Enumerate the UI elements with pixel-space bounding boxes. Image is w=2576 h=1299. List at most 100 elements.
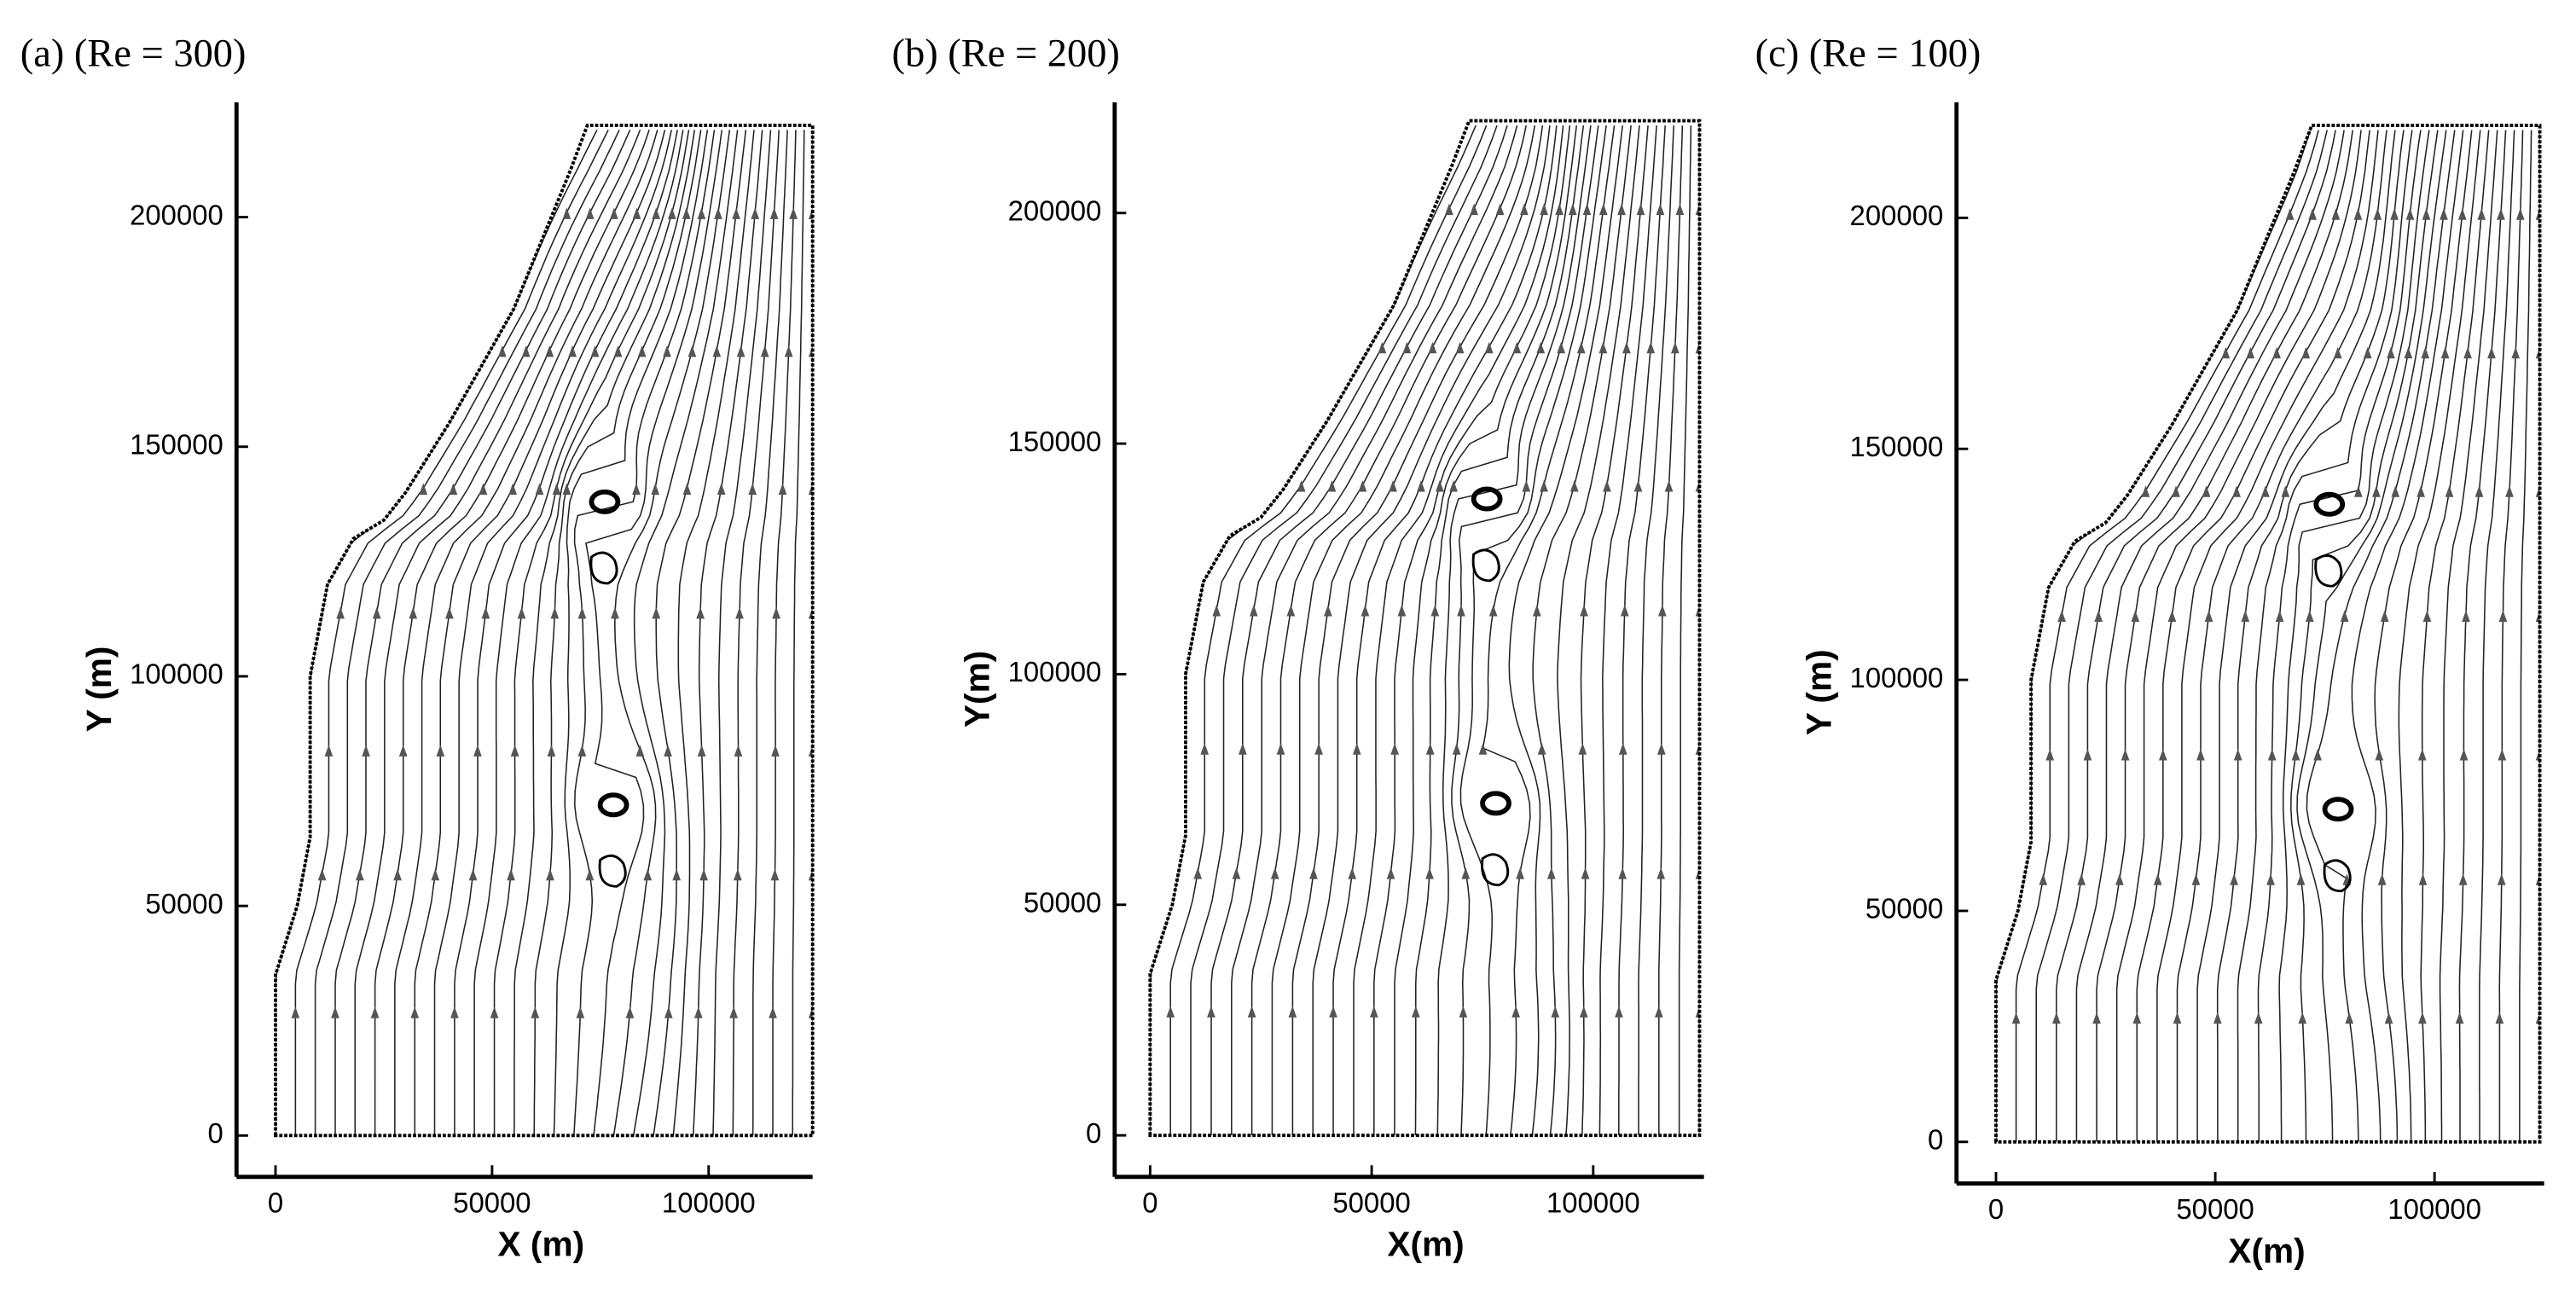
flow-arrow — [2121, 748, 2130, 761]
flow-arrow — [2495, 1012, 2504, 1024]
streamline — [473, 130, 684, 1136]
flow-arrow — [2221, 346, 2231, 359]
flow-arrow — [2422, 610, 2432, 622]
streamline — [2237, 130, 2413, 1142]
flow-arrow — [637, 345, 647, 357]
streamline — [2257, 130, 2422, 1142]
flow-arrow — [1695, 1006, 1700, 1018]
domain-outline — [274, 123, 815, 1138]
flow-arrow — [2331, 208, 2341, 220]
y-axis-label: Y (m) — [1800, 649, 1839, 735]
flow-arrow — [1695, 743, 1700, 755]
flow-arrow — [748, 483, 757, 495]
flow-arrow — [2463, 346, 2472, 359]
streamline — [314, 129, 620, 1136]
streamline — [2196, 130, 2396, 1142]
flow-arrow — [668, 207, 676, 219]
flow-arrow — [2497, 873, 2506, 885]
flow-arrow — [2498, 610, 2508, 622]
flow-arrow — [2052, 1012, 2061, 1024]
flow-arrow — [1579, 1006, 1588, 1018]
flow-arrow — [697, 207, 706, 219]
flow-arrow — [2404, 346, 2413, 359]
eddy — [589, 489, 621, 514]
streamline — [632, 130, 739, 1136]
flow-arrow — [1546, 867, 1556, 879]
flow-arrow — [778, 483, 787, 495]
flow-arrow — [1425, 743, 1435, 755]
domain-outline — [1148, 119, 1702, 1138]
flow-arrow — [1417, 479, 1425, 492]
flow-arrow — [663, 345, 671, 357]
flow-arrow — [1695, 341, 1700, 354]
streamline — [792, 130, 805, 1136]
flow-arrow — [1327, 479, 1337, 492]
flow-arrow — [735, 606, 744, 619]
flow-arrow — [1370, 1006, 1378, 1018]
streamline — [2306, 130, 2456, 1142]
streamline — [692, 130, 763, 1136]
flow-arrow — [1540, 479, 1548, 492]
streamline — [2216, 130, 2405, 1142]
streamline — [454, 130, 678, 1136]
flow-arrow — [688, 345, 697, 357]
flow-arrow — [1618, 867, 1627, 879]
streamline — [394, 130, 659, 1136]
flow-arrow — [682, 207, 691, 219]
flow-arrow — [479, 483, 488, 495]
flow-arrow — [1622, 341, 1631, 354]
flow-arrow — [1598, 203, 1608, 216]
flow-arrow — [610, 207, 618, 219]
flow-arrow — [1378, 341, 1387, 354]
streamline — [1598, 125, 1657, 1136]
flow-arrow — [1430, 604, 1440, 617]
flow-arrow — [1193, 867, 1203, 879]
flow-arrow — [449, 483, 458, 495]
flow-arrow — [1675, 203, 1685, 216]
streamline — [2115, 130, 2362, 1142]
flow-arrow — [2421, 346, 2430, 359]
streamline — [513, 130, 696, 1136]
flow-arrow — [2233, 748, 2242, 761]
flow-arrow — [1620, 604, 1629, 617]
flow-arrow — [2422, 208, 2431, 220]
flow-arrow — [808, 207, 813, 219]
flow-arrow — [1536, 341, 1546, 354]
flow-arrow — [1324, 604, 1332, 617]
flow-arrow — [562, 483, 571, 495]
island — [2323, 859, 2352, 893]
flow-arrow — [1633, 479, 1643, 492]
flow-field — [1996, 130, 2540, 1142]
flow-arrow — [1425, 867, 1434, 879]
flow-arrow — [2045, 748, 2055, 761]
flow-arrow — [2094, 610, 2103, 622]
streamline — [2458, 130, 2507, 1142]
streamline — [275, 129, 598, 1136]
flow-arrow — [697, 745, 706, 757]
flow-arrow — [2267, 748, 2277, 761]
flow-arrow — [521, 345, 531, 357]
flow-arrow — [1286, 604, 1296, 617]
streamline — [1190, 125, 1498, 1136]
flow-arrow — [652, 606, 661, 619]
streamline — [294, 129, 609, 1136]
flow-arrow — [1551, 1006, 1560, 1018]
flow-arrow — [1249, 604, 1258, 617]
flow-arrow — [545, 345, 554, 357]
flow-arrow — [2416, 485, 2425, 497]
streamline — [1557, 125, 1640, 1136]
streamline — [2296, 130, 2447, 1142]
flow-arrow — [362, 745, 370, 757]
flow-arrow — [1603, 479, 1611, 492]
flow-arrow — [2202, 485, 2211, 497]
flow-arrow — [2039, 873, 2048, 885]
flow-arrow — [445, 606, 454, 619]
flow-arrow — [1386, 867, 1395, 879]
streamline — [1291, 125, 1544, 1136]
flow-arrow — [585, 868, 595, 881]
eddy — [1480, 791, 1511, 816]
flow-arrow — [468, 868, 478, 881]
panel-title: (b) (Re = 200) — [892, 32, 1120, 75]
flow-arrow — [2417, 748, 2427, 761]
flow-arrow — [2241, 610, 2250, 622]
